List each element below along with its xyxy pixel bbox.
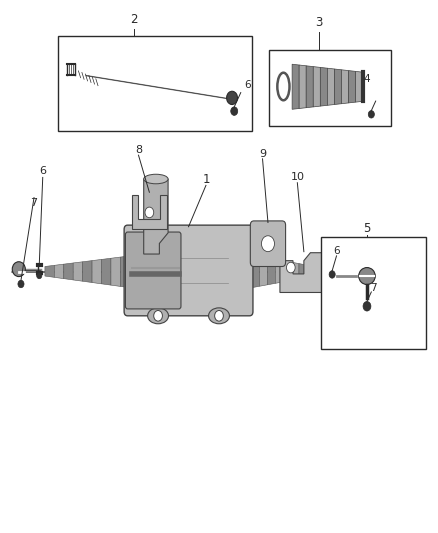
Polygon shape (268, 258, 276, 285)
Text: 8: 8 (135, 145, 142, 155)
Polygon shape (45, 265, 54, 277)
Polygon shape (327, 68, 335, 106)
Text: 9: 9 (259, 149, 266, 158)
Polygon shape (252, 255, 260, 288)
Text: 4: 4 (364, 74, 370, 84)
Ellipse shape (12, 262, 25, 277)
Polygon shape (313, 67, 320, 107)
Polygon shape (306, 66, 313, 108)
Text: 5: 5 (363, 222, 371, 235)
Circle shape (286, 262, 295, 273)
Polygon shape (144, 179, 168, 254)
Polygon shape (299, 65, 306, 109)
Bar (321, 237, 426, 349)
Polygon shape (92, 260, 102, 284)
Text: 6: 6 (333, 246, 340, 256)
Polygon shape (83, 261, 92, 282)
Circle shape (215, 311, 223, 321)
Circle shape (37, 272, 42, 279)
Circle shape (145, 207, 154, 217)
Polygon shape (73, 262, 83, 281)
Ellipse shape (226, 91, 237, 104)
Polygon shape (132, 195, 167, 229)
Polygon shape (64, 263, 73, 280)
Polygon shape (299, 264, 307, 279)
FancyBboxPatch shape (124, 225, 253, 316)
Polygon shape (54, 264, 64, 279)
Circle shape (368, 111, 374, 118)
Ellipse shape (144, 174, 168, 184)
Ellipse shape (404, 264, 417, 279)
Polygon shape (283, 261, 291, 282)
Text: 1: 1 (202, 173, 210, 185)
Text: 6: 6 (39, 166, 46, 176)
Polygon shape (260, 256, 268, 286)
Polygon shape (292, 64, 299, 109)
Bar (269, 50, 391, 126)
Bar (58, 36, 252, 131)
Ellipse shape (359, 268, 375, 285)
FancyBboxPatch shape (125, 232, 181, 309)
Circle shape (18, 280, 24, 288)
Text: 7: 7 (31, 198, 38, 208)
FancyBboxPatch shape (251, 221, 286, 266)
Polygon shape (342, 70, 349, 104)
Polygon shape (307, 265, 315, 278)
Polygon shape (102, 259, 111, 285)
Text: 7: 7 (370, 282, 377, 293)
Polygon shape (120, 256, 130, 288)
Text: 6: 6 (244, 79, 251, 90)
Polygon shape (356, 71, 363, 102)
Polygon shape (349, 70, 356, 103)
Polygon shape (335, 69, 342, 104)
Polygon shape (320, 67, 327, 106)
Text: 3: 3 (315, 16, 323, 29)
Circle shape (261, 236, 275, 252)
Circle shape (363, 302, 371, 311)
Ellipse shape (148, 308, 169, 324)
Polygon shape (111, 257, 120, 286)
Circle shape (154, 311, 162, 321)
Polygon shape (291, 262, 299, 280)
Ellipse shape (208, 308, 230, 324)
Circle shape (329, 271, 335, 278)
Circle shape (231, 107, 238, 115)
Polygon shape (280, 253, 330, 293)
Polygon shape (276, 259, 283, 284)
Text: 2: 2 (131, 13, 138, 27)
Text: 10: 10 (290, 172, 304, 182)
